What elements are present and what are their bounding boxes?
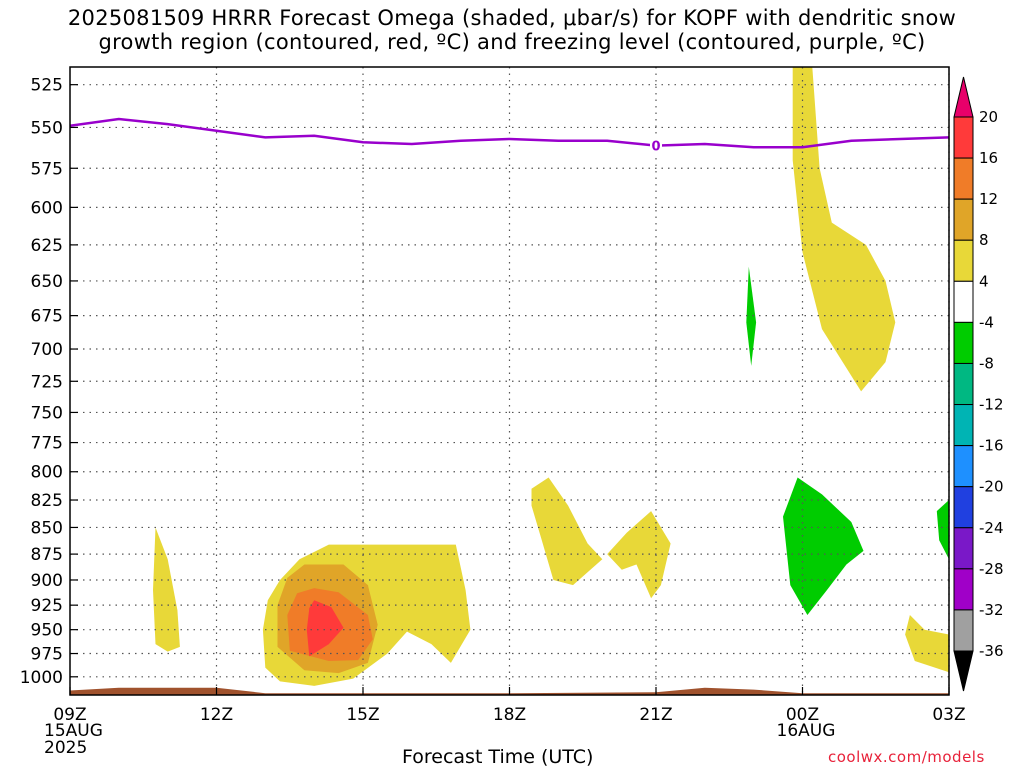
chart-title-line1: 2025081509 HRRR Forecast Omega (shaded, … — [67, 6, 957, 30]
freezing-label-bg — [650, 137, 662, 154]
omega-region-6 — [607, 511, 671, 599]
colorbar-label: -12 — [979, 396, 1004, 414]
colorbar-label: 20 — [979, 108, 998, 126]
colorbar-top-arrow — [953, 76, 974, 118]
y-tick-label: 575 — [31, 159, 63, 179]
x-tick-label: 15Z — [346, 705, 379, 725]
colorbar-label: -28 — [979, 560, 1004, 578]
colorbar-label: -32 — [979, 601, 1004, 619]
colorbar-label: -36 — [979, 642, 1004, 660]
omega-region-5 — [531, 477, 603, 586]
x-tick-label: 00Z — [786, 705, 819, 725]
omega-region-9 — [746, 266, 757, 366]
y-tick-label: 850 — [31, 518, 63, 538]
x-tick-label: 12Z — [200, 705, 233, 725]
y-tick-label: 750 — [31, 403, 63, 423]
colorbar-segment — [953, 280, 974, 323]
omega-shading — [70, 67, 949, 695]
colorbar-segment — [953, 116, 974, 159]
y-tick-label: 625 — [31, 236, 63, 256]
x-tick-sublabel: 16AUG — [777, 721, 836, 741]
chart-title: 2025081509 HRRR Forecast Omega (shaded, … — [0, 6, 1024, 54]
freezing-level-line — [70, 117, 949, 149]
y-tick-label: 775 — [31, 434, 63, 454]
x-tick-label: 21Z — [639, 705, 672, 725]
y-tick-label: 950 — [31, 621, 63, 641]
colorbar-label: 4 — [979, 272, 989, 290]
colorbar-label: 12 — [979, 190, 998, 208]
omega-region-11 — [936, 500, 949, 560]
x-axis-label: Forecast Time (UTC) — [402, 746, 594, 768]
x-tick-sublabel: 2025 — [44, 738, 87, 758]
x-tick-label: 18Z — [493, 705, 526, 725]
y-tick-label: 825 — [31, 491, 63, 511]
colorbar-segment — [953, 445, 974, 488]
y-tick-label: 975 — [31, 645, 63, 665]
y-tick-label: 925 — [31, 596, 63, 616]
y-tick-label: 1000 — [20, 668, 63, 688]
colorbar-label: -24 — [979, 519, 1004, 537]
y-axis: 525 550 575 600 625 650 675 700 725 750 775 800 825 8… — [20, 76, 78, 688]
y-tick-label: 600 — [31, 198, 63, 218]
colorbar: 20 16 12 8 4 -4 -8 -12 -16 -20 -24 -28 -32 -36 — [953, 76, 1004, 692]
colorbar-segment — [953, 362, 974, 406]
colorbar-segment — [953, 609, 974, 652]
chart-title-line2: growth region (contoured, red, ºC) and f… — [98, 30, 926, 54]
y-tick-label: 525 — [31, 76, 63, 96]
colorbar-label: 16 — [979, 149, 998, 167]
omega-region-7 — [792, 67, 896, 392]
y-tick-label: 900 — [31, 571, 63, 591]
x-tick-label: 09Z — [53, 705, 86, 725]
ground-surface — [70, 687, 949, 695]
freezing-level-label: 0 — [651, 140, 660, 155]
y-tick-label: 550 — [31, 118, 63, 138]
colorbar-segment — [953, 239, 974, 282]
y-tick-label: 875 — [31, 545, 63, 565]
colorbar-segment — [953, 321, 974, 364]
colorbar-bottom-arrow — [953, 650, 974, 692]
x-tick-sublabel: 15AUG — [44, 721, 103, 741]
colorbar-label: -8 — [979, 354, 994, 372]
colorbar-segment — [953, 486, 974, 529]
colorbar-segment — [953, 568, 974, 611]
colorbar-label: -4 — [979, 313, 994, 331]
y-tick-label: 725 — [31, 372, 63, 392]
site-credit: coolwx.com/models — [828, 748, 985, 766]
omega-region-10 — [783, 477, 864, 615]
freezing-level-contour: 0 — [70, 117, 949, 155]
x-tick-label: 03Z — [932, 705, 965, 725]
y-tick-label: 800 — [31, 463, 63, 483]
colorbar-segment — [953, 198, 974, 241]
y-tick-label: 700 — [31, 340, 63, 360]
y-tick-label: 650 — [31, 272, 63, 292]
colorbar-label: -16 — [979, 437, 1004, 455]
omega-region-8 — [905, 615, 949, 673]
omega-region-0 — [153, 527, 180, 652]
omega-region-4 — [306, 600, 344, 657]
colorbar-segment — [953, 527, 974, 570]
colorbar-segment — [953, 404, 974, 447]
colorbar-label: 8 — [979, 231, 989, 249]
colorbar-segment — [953, 157, 974, 200]
colorbar-label: -20 — [979, 478, 1004, 496]
y-tick-label: 675 — [31, 307, 63, 327]
